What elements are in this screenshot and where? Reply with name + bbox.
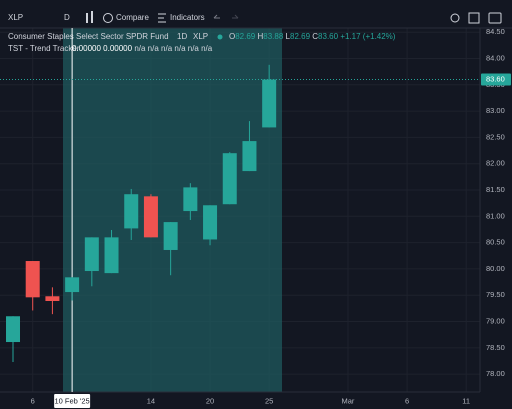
low-value: 82.69 [290,32,311,41]
y-tick-label: 81.50 [486,185,505,194]
candle-body [25,261,40,298]
compare-icon[interactable] [103,13,113,23]
indicator-name: TST - Trend Tracker [8,44,80,53]
legend-name: Consumer Staples Select Sector SPDR Fund [8,32,169,41]
selection-range [63,28,282,392]
y-tick-label: 82.00 [486,159,505,168]
interval-button[interactable]: D [64,13,70,22]
indicator-value: n/a [148,44,160,53]
x-tick-label: 6 [405,396,409,405]
legend-ohlc: O82.69 H83.88 L82.69 C83.60 +1.17 (+1.42… [229,32,396,41]
y-tick-label: 82.50 [486,132,505,141]
crosshair-time-box [54,394,91,408]
x-tick-label: 25 [265,396,273,405]
undo[interactable] [213,14,220,19]
legend-interval: 1D [177,32,187,41]
open-value: 82.69 [235,32,256,41]
candle-body [45,296,60,301]
candle-body [242,141,257,172]
candle-body [203,205,218,240]
candle-body [222,153,237,205]
h-label: H [258,32,264,41]
c-label: C [312,32,318,41]
candle-body [124,194,139,229]
settings[interactable] [450,13,460,23]
symbol[interactable]: XLP [8,13,23,22]
candle-body [6,316,21,343]
x-tick-label: 20 [206,396,214,405]
indicator-value: 0.00000 [72,44,101,53]
legend-exchange: XLP [193,32,208,41]
o-label: O [229,32,235,41]
y-tick-label: 81.00 [486,211,505,220]
y-tick-label: 79.50 [486,290,505,299]
last-price-label: 83.60 [486,75,505,84]
y-tick-label: 78.50 [486,343,505,352]
y-tick-label: 80.00 [486,264,505,273]
close-value: 83.60 [318,32,339,41]
candle-body [84,237,99,272]
y-tick-label: 84.50 [486,27,505,36]
indicator-value: n/a [188,44,200,53]
status-dot [217,34,223,40]
y-tick-label: 79.00 [486,316,505,325]
indicator-value: n/a [161,44,173,53]
x-tick-label: Mar [342,396,355,405]
y-tick-label: 78.00 [486,369,505,378]
candle-body [163,222,178,250]
indicators-button[interactable]: Indicators [170,13,205,22]
high-value: 83.88 [263,32,284,41]
last-price-box [481,73,511,86]
indicator-value: n/a [201,44,213,53]
l-label: L [286,32,291,41]
indicator-values: 0.00000 0.00000 n/a n/a n/a n/a n/a n/a [72,44,213,53]
indicator-value: 0.00000 [103,44,132,53]
toolbar [0,0,512,28]
x-tick-label: 14 [147,396,155,405]
chart-type-icon[interactable] [86,11,93,23]
redo[interactable] [232,14,239,19]
indicator-value: n/a [174,44,186,53]
crosshair-time-label: 10 Feb '25 [55,396,90,405]
indicators-icon[interactable] [158,13,166,23]
snapshot[interactable] [488,12,502,24]
candle-body [65,277,80,293]
x-tick-label: 6 [31,396,35,405]
candle-body [183,187,198,212]
indicator-value: n/a [134,44,146,53]
change-value: +1.17 (+1.42%) [340,32,395,41]
x-tick-label: 11 [462,396,470,405]
plot-area [0,28,480,392]
candle-body [143,196,158,238]
y-tick-label: 80.50 [486,238,505,247]
y-tick-label: 84.00 [486,53,505,62]
y-tick-label: 83.00 [486,106,505,115]
candle-body [262,79,277,128]
candle-body [104,237,119,274]
compare-button[interactable]: Compare [116,13,149,22]
fullscreen[interactable] [468,12,480,24]
